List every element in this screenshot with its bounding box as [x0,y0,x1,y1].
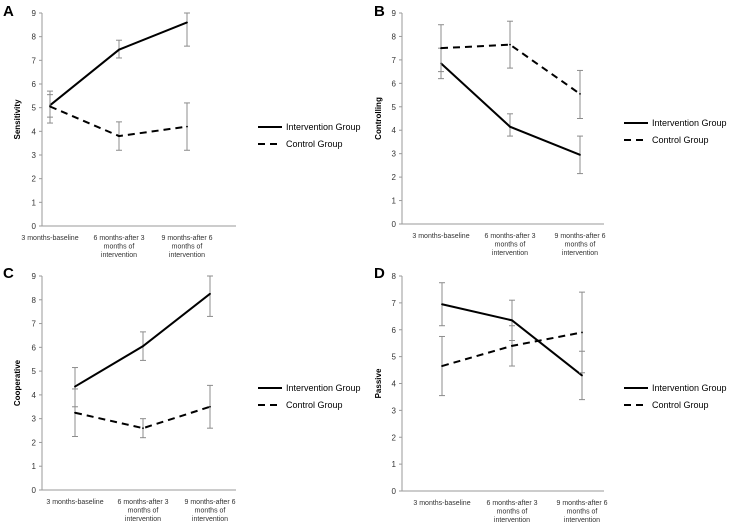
panel-letter: A [3,3,14,20]
panel-letter: D [374,265,385,282]
x-tick-label: 3 months-baseline [413,500,470,507]
control-group-point [441,365,443,367]
intervention-group-line [440,62,581,156]
y-tick-label: 9 [32,272,37,281]
control-group-point [186,125,188,128]
intervention-group-point [209,292,211,295]
y-tick-label: 0 [32,486,37,495]
intervention-group-point [509,125,511,128]
control-group-point [440,47,442,50]
control-group-point [509,43,511,46]
intervention-group-point [581,374,583,377]
y-tick-label: 4 [392,126,397,135]
y-tick-label: 6 [392,326,397,335]
x-tick-label: 6 months-after 3 months of intervention [485,233,536,257]
y-tick-label: 6 [32,343,37,352]
y-tick-label: 8 [32,33,37,42]
y-tick-label: 5 [32,367,37,376]
y-tick-label: 1 [32,198,37,207]
y-tick-label: 1 [392,460,397,469]
x-tick-label: 3 months-baseline [412,233,469,240]
y-tick-label: 2 [32,175,37,184]
x-tick-label: 6 months-after 3 months of intervention [487,500,538,524]
y-tick-label: 7 [392,299,397,308]
chart-panel-c: C 0 1 2 3 4 5 6 7 8 9 Cooperative 3 months-baseline 6… [3,265,361,523]
intervention-group-point [142,345,144,348]
y-tick-label: 3 [32,151,37,160]
legend-control-label: Control Group [286,139,343,149]
chart-panel-a: A 0 1 2 3 4 5 6 7 8 9 Sensitivity 3 months-baseline 6… [3,3,361,259]
y-tick-label: 0 [392,487,397,496]
y-axis-label: Sensitivity [13,99,22,140]
y-tick-label: 5 [392,353,397,362]
y-tick-label: 7 [32,56,37,65]
y-tick-label: 5 [32,104,37,113]
legend-control-label: Control Group [286,400,343,410]
control-group-point [142,427,144,430]
legend-control-label: Control Group [652,135,709,145]
y-tick-label: 3 [392,406,397,415]
x-tick-label: 9 months-after 6 months of intervention [185,499,236,523]
y-tick-label: 3 [32,415,37,424]
y-tick-label: 2 [32,438,37,447]
y-tick-label: 6 [32,80,37,89]
y-axis-label: Controlling [374,97,383,140]
y-tick-label: 2 [392,173,397,182]
y-tick-label: 0 [32,222,37,231]
panel-letter: B [374,3,385,20]
y-tick-label: 9 [32,9,37,18]
y-tick-label: 8 [392,32,397,41]
intervention-group-point [118,48,120,51]
control-group-point [209,405,211,408]
intervention-group-point [511,319,513,322]
chart-panel-b: B 0 1 2 3 4 5 6 7 8 9 Controlling 3 months-baseline 6… [374,3,727,257]
y-tick-label: 7 [392,56,397,65]
y-tick-label: 5 [392,103,397,112]
intervention-group-point [74,385,76,388]
y-tick-label: 8 [32,296,37,305]
x-tick-label: 9 months-after 6 months of intervention [555,233,606,257]
legend-intervention-label: Intervention Group [286,122,361,132]
y-tick-label: 0 [392,220,397,229]
y-tick-label: 4 [32,127,37,136]
y-tick-label: 4 [392,380,397,389]
y-tick-label: 4 [32,391,37,400]
y-tick-label: 2 [392,433,397,442]
control-group-point [49,105,51,108]
y-axis-label: Cooperative [13,359,22,406]
x-tick-label: 3 months-baseline [21,235,78,242]
legend-intervention-label: Intervention Group [652,383,727,393]
x-tick-label: 6 months-after 3 months of intervention [118,499,169,523]
y-tick-label: 1 [392,197,397,206]
y-tick-label: 3 [392,150,397,159]
control-group-point [118,135,120,137]
intervention-group-line [49,21,188,107]
control-group-point [579,92,581,95]
legend-intervention-label: Intervention Group [652,118,727,128]
intervention-group-point [579,153,581,156]
y-tick-label: 7 [32,320,37,329]
panel-letter: C [3,265,14,282]
x-tick-label: 3 months-baseline [46,499,103,506]
legend-intervention-label: Intervention Group [286,383,361,393]
y-tick-label: 8 [392,272,397,281]
y-axis-label: Passive [374,368,383,398]
y-tick-label: 9 [392,9,397,18]
intervention-group-point [441,303,443,306]
legend-control-label: Control Group [652,400,709,410]
chart-panel-d: D 0 1 2 3 4 5 6 7 8 Passive 3 months-baseline 6 mont… [374,265,727,524]
y-tick-label: 1 [32,462,37,471]
control-group-point [74,411,76,414]
y-tick-label: 6 [392,79,397,88]
x-tick-label: 6 months-after 3 months of intervention [94,235,145,259]
control-group-line [440,43,581,95]
x-tick-label: 9 months-after 6 months of intervention [557,500,608,524]
control-group-point [511,344,513,347]
intervention-group-point [186,21,188,24]
x-tick-label: 9 months-after 6 months of intervention [162,235,213,259]
control-group-point [581,331,583,334]
